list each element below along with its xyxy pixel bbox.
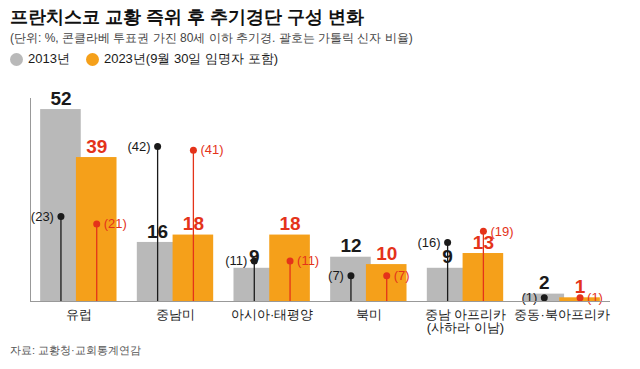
svg-text:(1): (1) — [587, 290, 603, 305]
svg-text:13: 13 — [472, 231, 494, 253]
svg-text:16: 16 — [147, 221, 168, 242]
svg-text:(19): (19) — [490, 224, 513, 239]
svg-text:(16): (16) — [417, 235, 440, 250]
svg-text:중동·북아프리카: 중동·북아프리카 — [514, 307, 609, 322]
svg-text:(7): (7) — [394, 268, 410, 283]
svg-text:52: 52 — [50, 88, 71, 109]
svg-text:12: 12 — [340, 235, 361, 256]
svg-text:(11): (11) — [297, 253, 319, 268]
html-text:2013년: 2013년 — [28, 51, 70, 66]
svg-text:18: 18 — [183, 213, 204, 234]
svg-text:(23): (23) — [31, 209, 54, 224]
svg-text:중남 아프리카(사하라 이남): 중남 아프리카(사하라 이남) — [425, 307, 507, 335]
svg-text:39: 39 — [86, 136, 107, 157]
svg-text:1: 1 — [575, 276, 586, 297]
svg-text:(21): (21) — [104, 216, 127, 231]
svg-text:중남미: 중남미 — [156, 307, 195, 322]
svg-text:18: 18 — [279, 213, 300, 234]
html-text:자료: 교황청·교회통계연감: 자료: 교황청·교회통계연감 — [10, 344, 141, 356]
svg-text:(42): (42) — [127, 139, 150, 154]
svg-text:10: 10 — [376, 243, 397, 264]
svg-text:(11): (11) — [225, 253, 247, 268]
svg-text:2: 2 — [539, 272, 550, 293]
html-text:프란치스코 교황 즉위 후 추기경단 구성 변화: 프란치스코 교황 즉위 후 추기경단 구성 변화 — [10, 7, 364, 27]
svg-text:(1): (1) — [521, 290, 537, 305]
svg-text:아시아·태평양: 아시아·태평양 — [231, 307, 313, 322]
svg-text:북미: 북미 — [356, 307, 382, 322]
svg-text:9: 9 — [442, 246, 453, 267]
svg-text:9: 9 — [249, 246, 260, 267]
svg-text:(7): (7) — [328, 268, 344, 283]
svg-text:유럽: 유럽 — [66, 307, 92, 322]
svg-text:(41): (41) — [200, 142, 223, 157]
html-text:2023년(9월 30일 임명자 포함): 2023년(9월 30일 임명자 포함) — [103, 51, 278, 66]
html-text:(단위: %, 콘클라베 투표권 가진 80세 이하 추기경: (단위: %, 콘클라베 투표권 가진 80세 이하 추기경. 괄호는 가톨릭 … — [10, 31, 413, 45]
